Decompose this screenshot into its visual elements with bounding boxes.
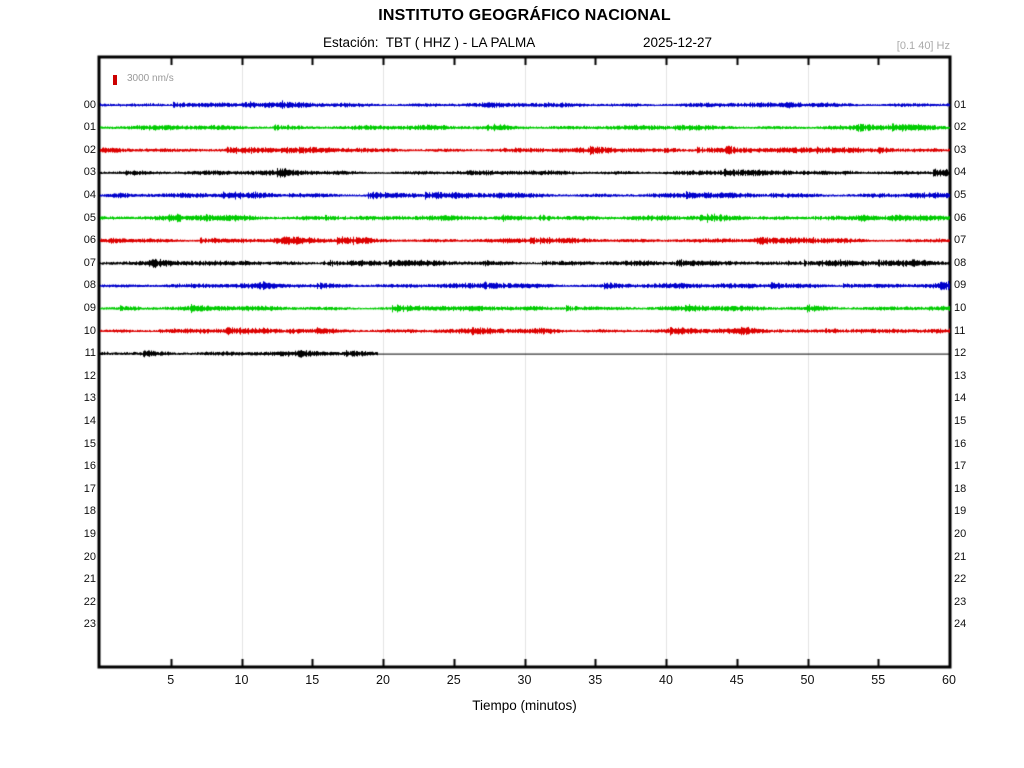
hour-label-left-15: 15 xyxy=(83,437,96,450)
hour-label-left-01: 01 xyxy=(83,121,96,134)
x-tick-label-15: 15 xyxy=(305,673,320,687)
hour-label-right-14: 14 xyxy=(954,392,967,405)
hour-label-left-02: 02 xyxy=(83,143,96,156)
hour-label-left-12: 12 xyxy=(83,369,96,382)
amplitude-scale-marker xyxy=(113,75,117,85)
x-tick-label-30: 30 xyxy=(517,673,532,687)
hour-label-left-22: 22 xyxy=(83,595,96,608)
hour-label-right-06: 06 xyxy=(954,211,967,224)
hour-label-right-02: 02 xyxy=(954,121,967,134)
x-tick-label-20: 20 xyxy=(376,673,390,687)
hour-label-left-20: 20 xyxy=(83,550,96,563)
hour-label-left-05: 05 xyxy=(83,211,96,224)
hour-label-right-03: 03 xyxy=(954,143,967,156)
hour-label-left-19: 19 xyxy=(83,527,96,540)
hour-label-right-19: 19 xyxy=(954,505,967,518)
hour-label-left-23: 23 xyxy=(83,618,96,631)
x-tick-label-5: 5 xyxy=(167,673,175,687)
hour-label-right-09: 09 xyxy=(954,279,967,292)
hour-label-right-01: 01 xyxy=(954,98,967,111)
hour-label-right-11: 11 xyxy=(954,324,966,337)
x-tick-label-50: 50 xyxy=(800,673,815,687)
hour-label-left-17: 17 xyxy=(83,482,96,495)
hour-label-right-08: 08 xyxy=(954,256,967,269)
date-label: 2025-12-27 xyxy=(643,35,713,50)
hour-label-right-18: 18 xyxy=(954,482,967,495)
x-tick-label-10: 10 xyxy=(234,673,249,687)
x-tick-label-40: 40 xyxy=(659,673,673,687)
hour-label-right-12: 12 xyxy=(954,347,967,360)
hour-label-right-21: 21 xyxy=(954,550,967,563)
amplitude-scale-label: 3000 nm/s xyxy=(127,73,174,84)
hour-label-right-05: 05 xyxy=(954,188,967,201)
hour-label-left-10: 10 xyxy=(83,324,96,337)
x-tick-label-45: 45 xyxy=(729,673,744,687)
hour-label-left-03: 03 xyxy=(83,166,96,179)
hour-label-right-10: 10 xyxy=(954,301,967,314)
hour-label-right-23: 23 xyxy=(954,595,967,608)
hour-label-left-09: 09 xyxy=(83,301,96,314)
x-axis-title: Tiempo (minutos) xyxy=(472,698,577,713)
hour-label-left-16: 16 xyxy=(83,460,96,473)
station-label: Estación: TBT ( HHZ ) - LA PALMA xyxy=(323,35,536,50)
hour-label-right-04: 04 xyxy=(954,166,967,179)
x-tick-label-60: 60 xyxy=(942,673,956,687)
hour-label-left-07: 07 xyxy=(83,256,96,269)
x-tick-label-25: 25 xyxy=(446,673,461,687)
hour-label-left-00: 00 xyxy=(83,98,96,111)
hour-label-left-13: 13 xyxy=(83,392,96,405)
hour-label-right-16: 16 xyxy=(954,437,967,450)
x-tick-label-35: 35 xyxy=(588,673,603,687)
hour-label-left-08: 08 xyxy=(83,279,96,292)
hour-label-left-21: 21 xyxy=(83,573,96,586)
hour-label-right-20: 20 xyxy=(954,527,967,540)
page-title: INSTITUTO GEOGRÁFICO NACIONAL xyxy=(378,7,671,24)
hour-label-right-13: 13 xyxy=(954,369,967,382)
hour-label-right-15: 15 xyxy=(954,414,967,427)
hour-label-left-11: 11 xyxy=(84,347,96,360)
hour-label-left-06: 06 xyxy=(83,234,96,247)
hour-label-right-07: 07 xyxy=(954,234,967,247)
hour-label-right-24: 24 xyxy=(954,618,967,631)
hour-label-left-14: 14 xyxy=(83,414,96,427)
hour-label-right-22: 22 xyxy=(954,573,967,586)
x-tick-label-55: 55 xyxy=(871,673,886,687)
hour-label-right-17: 17 xyxy=(954,460,967,473)
hour-label-left-18: 18 xyxy=(83,505,96,518)
hour-label-left-04: 04 xyxy=(83,188,96,201)
filter-band-label: [0.1 40] Hz xyxy=(896,40,950,52)
